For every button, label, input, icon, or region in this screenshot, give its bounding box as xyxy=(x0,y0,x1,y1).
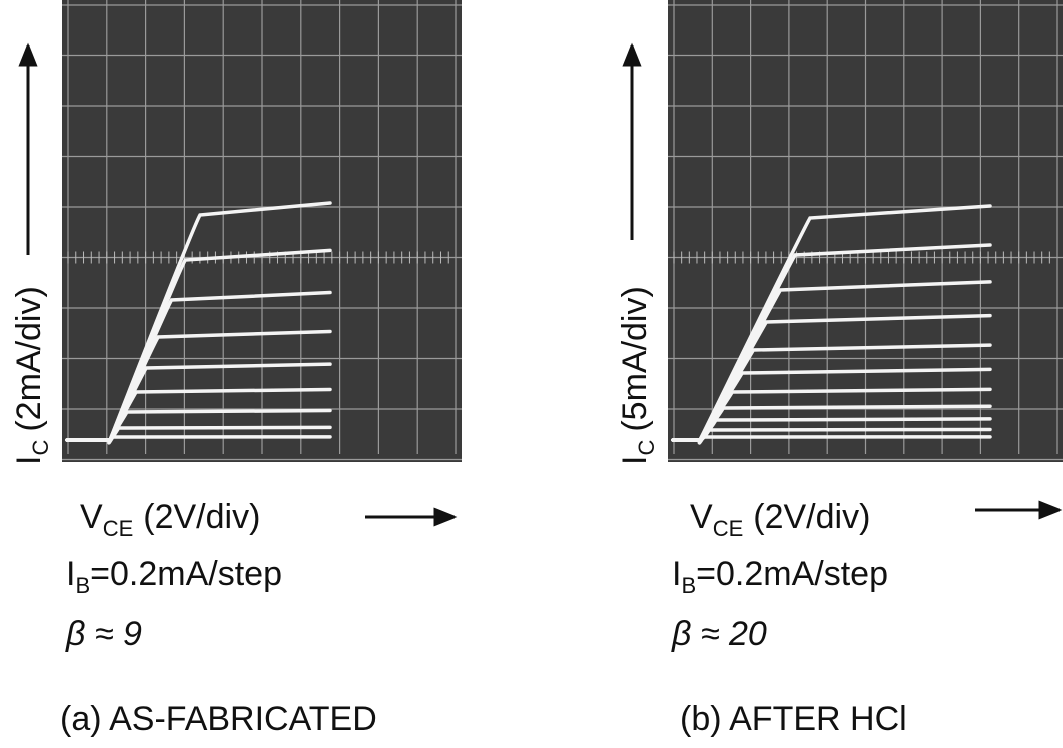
caption: (a) AS-FABRICATED xyxy=(60,700,377,738)
x-label: VCE (2V/div) xyxy=(80,498,260,541)
y-label: IC(5mA/div) xyxy=(616,286,659,465)
oscilloscope-photos xyxy=(62,0,1063,462)
y-label: IC(2mA/div) xyxy=(10,286,53,465)
trace xyxy=(671,435,992,445)
gain: β ≈ 9 xyxy=(65,615,142,653)
caption: (b) AFTER HCl xyxy=(680,700,907,738)
base-current: IB=0.2mA/step xyxy=(672,555,888,598)
x-label: VCE (2V/div) xyxy=(690,498,870,541)
base-current: IB=0.2mA/step xyxy=(66,555,282,598)
gain: β ≈ 20 xyxy=(671,615,767,653)
trace xyxy=(65,435,332,445)
